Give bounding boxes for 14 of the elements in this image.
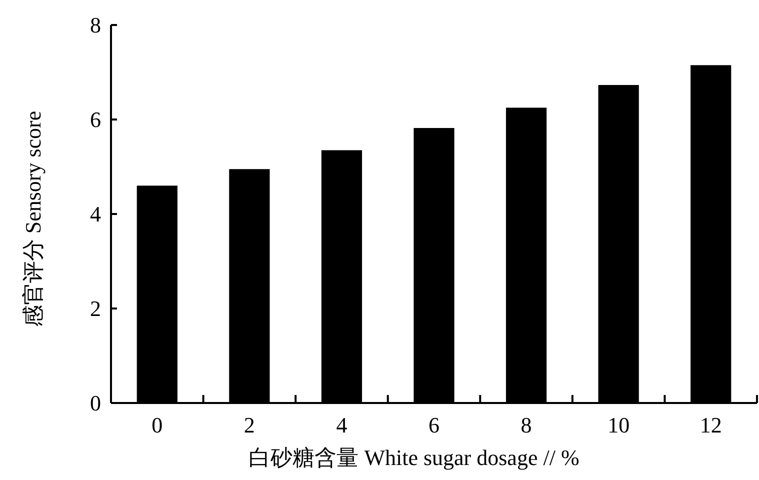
x-tick-label: 0 xyxy=(152,412,163,438)
x-axis-title: 白砂糖含量 White sugar dosage // % xyxy=(248,445,580,470)
y-tick-label: 4 xyxy=(90,202,101,226)
y-tick-label: 8 xyxy=(90,12,101,38)
y-tick-label: 2 xyxy=(90,296,101,321)
y-tick-label: 6 xyxy=(90,107,101,132)
x-tick-label: 6 xyxy=(428,412,440,438)
x-tick-label: 10 xyxy=(608,412,630,438)
y-tick-label: 0 xyxy=(90,390,101,416)
x-tick-label: 12 xyxy=(700,412,722,438)
x-tick-label: 8 xyxy=(520,412,532,438)
x-tick-label: 4 xyxy=(336,412,348,438)
x-tick-label: 2 xyxy=(244,412,255,438)
y-axis-title: 感官评分 Sensory score xyxy=(20,110,46,328)
